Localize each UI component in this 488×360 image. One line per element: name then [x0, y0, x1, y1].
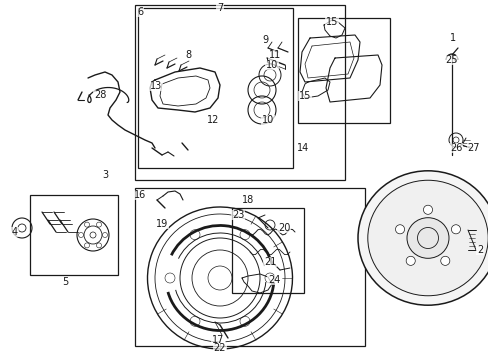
Text: 6: 6: [137, 7, 143, 17]
Ellipse shape: [367, 180, 487, 296]
Circle shape: [423, 205, 432, 214]
Circle shape: [395, 225, 404, 234]
Text: 23: 23: [231, 210, 244, 220]
Bar: [231, 208, 304, 293]
Text: 21: 21: [263, 257, 276, 267]
Text: 2: 2: [476, 245, 482, 255]
Text: 15: 15: [298, 91, 310, 101]
Text: 4: 4: [12, 227, 18, 237]
Text: 11: 11: [268, 50, 281, 60]
Text: 10: 10: [262, 115, 274, 125]
Text: 14: 14: [296, 143, 308, 153]
Text: 15: 15: [325, 17, 338, 27]
Text: 26: 26: [449, 143, 461, 153]
Text: 13: 13: [149, 81, 162, 91]
Text: 17: 17: [211, 335, 224, 345]
Text: 9: 9: [262, 35, 267, 45]
Ellipse shape: [406, 218, 448, 258]
Text: 7: 7: [217, 3, 223, 13]
Text: 18: 18: [242, 195, 254, 205]
Circle shape: [440, 256, 449, 265]
Bar: [135, 188, 364, 346]
Bar: [30, 195, 118, 275]
Text: 28: 28: [94, 90, 106, 100]
Text: 25: 25: [445, 55, 457, 65]
Text: 20: 20: [277, 223, 289, 233]
Bar: [297, 18, 389, 123]
Text: 1: 1: [449, 33, 455, 43]
Bar: [135, 5, 345, 180]
Text: 8: 8: [184, 50, 191, 60]
Text: 27: 27: [467, 143, 479, 153]
Circle shape: [406, 256, 414, 265]
Text: 5: 5: [62, 277, 68, 287]
Circle shape: [450, 225, 460, 234]
Text: 24: 24: [267, 275, 280, 285]
Text: 19: 19: [156, 219, 168, 229]
Ellipse shape: [357, 171, 488, 305]
Text: 10: 10: [265, 60, 278, 70]
Text: 22: 22: [213, 343, 226, 353]
Text: 12: 12: [206, 115, 219, 125]
Bar: [138, 8, 292, 168]
Text: 3: 3: [102, 170, 108, 180]
Text: 16: 16: [134, 190, 146, 200]
